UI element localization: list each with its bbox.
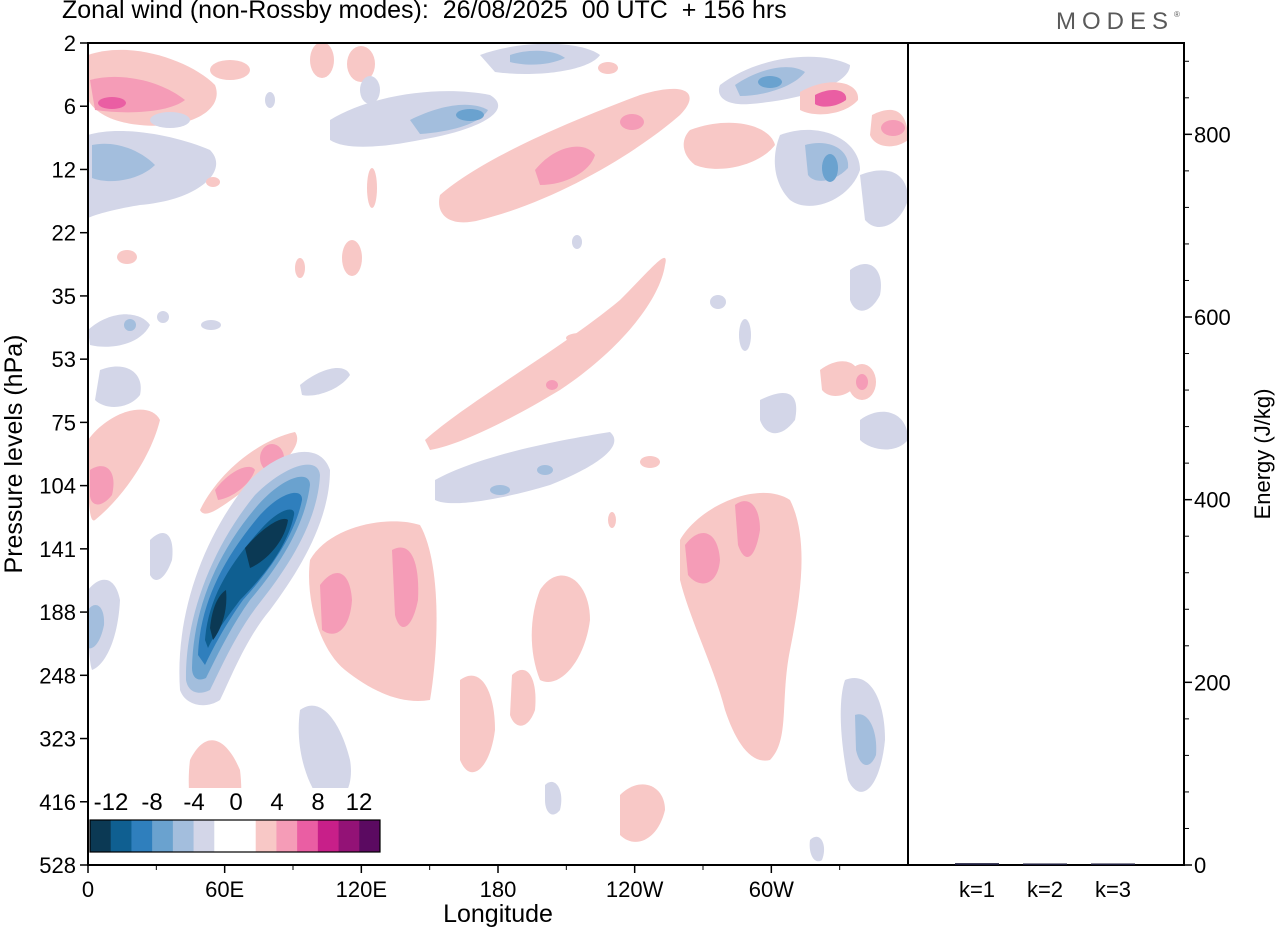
energy-tick-label: 800 xyxy=(1194,122,1231,147)
energy-tick-label: 200 xyxy=(1194,670,1231,695)
longitude-tick-label: 180 xyxy=(480,877,517,902)
feature-diagonal-positive-band xyxy=(425,257,876,450)
colorbar-swatch xyxy=(297,820,319,852)
chart-title: Zonal wind (non-Rossby modes): 26/08/202… xyxy=(62,0,787,24)
pressure-tick-label: 2 xyxy=(64,31,76,56)
feature-scattered-patches xyxy=(117,43,751,528)
colorbar-swatch xyxy=(235,820,257,852)
colorbar-swatch xyxy=(193,820,215,852)
energy-category-label: k=1 xyxy=(959,877,995,902)
pressure-tick-label: 35 xyxy=(52,284,76,309)
colorbar-swatch xyxy=(255,820,277,852)
feature-low-level-jet xyxy=(88,451,330,706)
feature-upper-right-negative xyxy=(718,56,908,228)
energy-category-label: k=2 xyxy=(1027,877,1063,902)
pressure-tick-label: 12 xyxy=(52,157,76,182)
energy-category-label: k=3 xyxy=(1095,877,1131,902)
longitude-axis-label: Longitude xyxy=(443,900,553,928)
feature-upper-mid-negative xyxy=(330,43,600,147)
pressure-tick-label: 141 xyxy=(39,537,76,562)
colorbar-swatch xyxy=(359,820,381,852)
colorbar-swatch xyxy=(131,820,153,852)
pressure-axis-label: Pressure levels (hPa) xyxy=(0,335,28,574)
longitude-tick-label: 120E xyxy=(336,877,387,902)
pressure-tick-label: 75 xyxy=(52,410,76,435)
energy-tick-label: 400 xyxy=(1194,488,1231,513)
energy-bar xyxy=(1091,863,1135,865)
feature-upper-level-positive-band xyxy=(439,88,690,223)
colorbar-swatch xyxy=(110,820,132,852)
pressure-tick-label: 323 xyxy=(39,727,76,752)
feature-western-positive-band xyxy=(680,492,802,761)
colorbar-swatches xyxy=(90,820,381,852)
longitude-tick-label: 0 xyxy=(82,877,94,902)
feature-upper-right-positive xyxy=(683,82,908,169)
pressure-tick-label: 248 xyxy=(39,663,76,688)
colorbar-swatch xyxy=(90,820,112,852)
pressure-axis: 2 6 12 22 35 53 75 104 141 188 248 323 416 528 xyxy=(39,31,88,878)
modes-logo-text: MODES xyxy=(1056,8,1175,35)
feature-middle-negative-bands xyxy=(88,264,908,504)
colorbar-swatch xyxy=(317,820,339,852)
feature-upper-left-negative xyxy=(88,130,217,218)
colorbar-label: -12 xyxy=(94,789,129,816)
colorbar-frame xyxy=(89,819,381,853)
colorbar-label: 0 xyxy=(229,789,242,816)
pressure-tick-label: 188 xyxy=(39,600,76,625)
feature-middle-left-positive xyxy=(88,409,298,521)
colorbar-label: 12 xyxy=(346,789,373,816)
colorbar-swatch xyxy=(214,820,236,852)
longitude-tick-label: 120W xyxy=(606,877,664,902)
energy-panel: k=1 k=2 k=3 0 200 400 600 800 xyxy=(955,60,1231,902)
pressure-tick-label: 53 xyxy=(52,347,76,372)
pressure-tick-label: 104 xyxy=(39,474,76,499)
energy-bar xyxy=(1023,863,1067,865)
energy-tick-label: 600 xyxy=(1194,305,1231,330)
feature-lower-negative-bands xyxy=(298,678,885,862)
modes-logo: MODES® xyxy=(1056,8,1180,36)
energy-tick-label: 0 xyxy=(1194,853,1206,878)
colorbar-label: -8 xyxy=(141,789,162,816)
colorbar-swatch xyxy=(152,820,174,852)
longitude-axis: 0 60E 120E 180 120W 60W xyxy=(82,865,841,902)
pressure-tick-label: 528 xyxy=(39,853,76,878)
longitude-tick-label: 60W xyxy=(749,877,794,902)
energy-axis-label: Energy (J/kg) xyxy=(1250,389,1275,520)
colorbar-label: 4 xyxy=(270,789,283,816)
colorbar: -12 -8 -4 0 4 8 12 xyxy=(88,788,382,866)
plot-frame xyxy=(87,42,1185,866)
feature-upper-left-positive xyxy=(88,49,217,126)
colorbar-label: -4 xyxy=(183,789,204,816)
colorbar-swatch xyxy=(276,820,298,852)
pressure-tick-label: 416 xyxy=(39,790,76,815)
energy-bar xyxy=(955,863,999,865)
registered-mark: ® xyxy=(1174,10,1180,19)
longitude-tick-label: 60E xyxy=(205,877,244,902)
colorbar-labels: -12 -8 -4 0 4 8 12 xyxy=(94,789,373,816)
pressure-tick-label: 22 xyxy=(52,221,76,246)
colorbar-swatch xyxy=(172,820,194,852)
heatmap-field xyxy=(88,43,908,865)
colorbar-label: 8 xyxy=(311,789,324,816)
colorbar-swatch xyxy=(338,820,360,852)
pressure-tick-label: 6 xyxy=(64,94,76,119)
